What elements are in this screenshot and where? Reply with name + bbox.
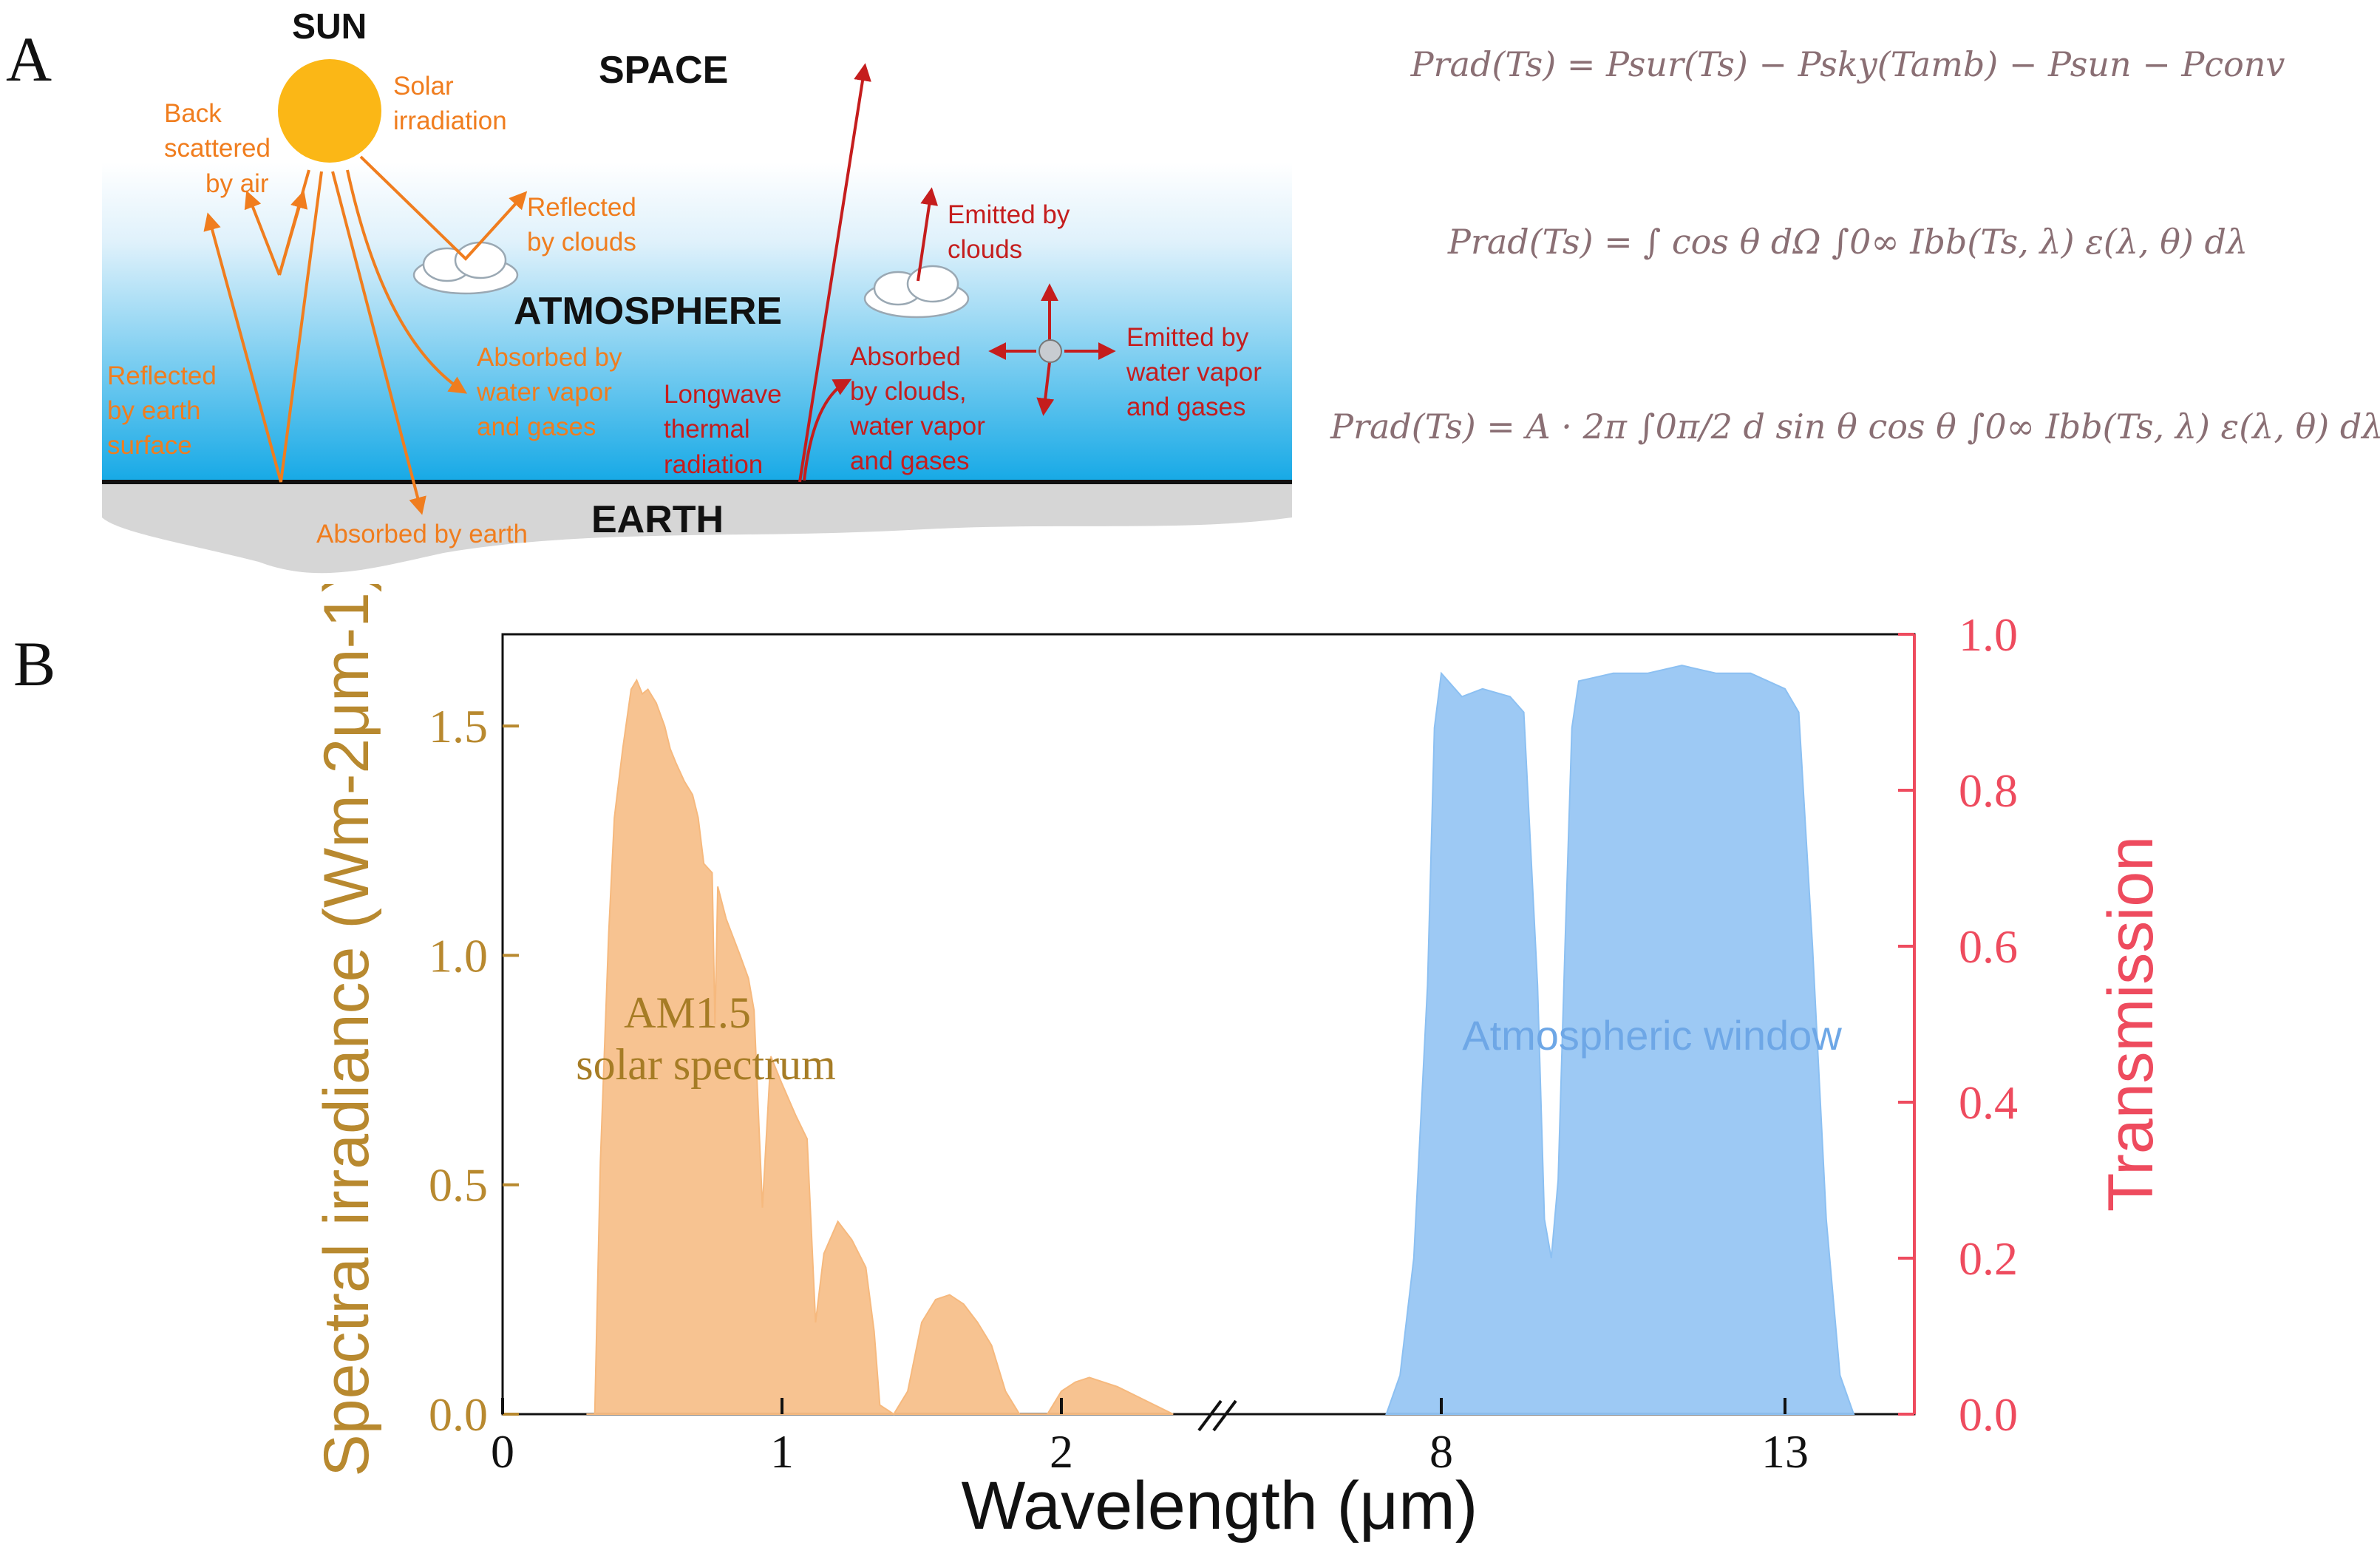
absorbed-water-label: Absorbed by water vapor and gases	[476, 343, 629, 441]
annotation-atmospheric-window: Atmospheric window	[1462, 1012, 1842, 1059]
equation-1: Prad(Ts) = Psur(Ts) − Psky(Tamb) − Psun …	[1410, 44, 2285, 84]
solar-spectrum-area	[586, 678, 1174, 1416]
axis-break-marker	[1197, 1399, 1237, 1432]
gas-molecule-icon	[1038, 339, 1062, 363]
x-tick-label: 0	[491, 1425, 514, 1478]
absorbed-earth-label: Absorbed by earth	[316, 520, 528, 549]
reflected-clouds-label: Reflected by clouds	[527, 193, 644, 257]
energy-balance-diagram: SUN SPACE ATMOSPHERE EARTH Solar irradia…	[102, 7, 1292, 574]
y-tick-label-right: 0.8	[1959, 764, 2018, 817]
cloud-reflection-ray	[359, 155, 528, 261]
equations-block: Prad(Ts) = Psur(Ts) − Psky(Tamb) − Psun …	[1330, 22, 2380, 495]
x-tick-label: 13	[1761, 1425, 1809, 1478]
y-tick-label-left: 1.0	[429, 929, 488, 982]
cloud-icon	[863, 265, 970, 319]
earth-ground	[102, 482, 1292, 574]
space-label: SPACE	[599, 49, 728, 92]
emitted-clouds-label: Emitted by clouds	[948, 200, 1077, 264]
x-tick-label: 8	[1429, 1425, 1453, 1478]
x-tick-label: 1	[770, 1425, 794, 1478]
equation-2: Prad(Ts) = ∫ cos θ dΩ ∫0∞ Ibb(Ts, λ) ε(λ…	[1447, 222, 2248, 262]
y-tick-label-left: 1.5	[429, 700, 488, 753]
back-scatter-arrow	[278, 190, 308, 276]
back-scattered-label: Back scattered by air	[164, 99, 278, 198]
emission-arrow-down	[1036, 361, 1055, 416]
longwave-escape-arrow	[798, 63, 871, 483]
earth-reflection-ray	[203, 171, 323, 483]
y-tick-label-left: 0.0	[429, 1388, 488, 1441]
cloud-emission-arrow	[917, 187, 939, 282]
back-scatter-arrow	[244, 190, 281, 276]
longwave-label: Longwave thermal radiation	[664, 380, 789, 479]
y-axis-title-right: Transmission	[2095, 836, 2166, 1212]
y-tick-label-right: 0.0	[1959, 1388, 2018, 1441]
equation-3: Prad(Ts) = A · 2π ∫0π/2 d sin θ cos θ ∫0…	[1330, 407, 2380, 446]
sun-icon	[278, 59, 381, 163]
absorbed-clouds-label: Absorbed by clouds, water vapor and gase…	[849, 342, 993, 475]
reflected-earth-label: Reflected by earth surface	[107, 361, 224, 460]
y-tick-label-right: 0.6	[1959, 920, 2018, 973]
absorbed-gases-arrow	[346, 169, 468, 394]
earth-label: EARTH	[591, 498, 724, 541]
x-tick-label: 2	[1050, 1425, 1073, 1478]
atmospheric-window-area	[1385, 665, 1855, 1415]
y-tick-label-right: 0.2	[1959, 1232, 2018, 1285]
x-axis-title: Wavelength (μm)	[962, 1468, 1478, 1544]
absorbed-earth-arrow	[331, 171, 426, 515]
annotation-am15: AM1.5	[624, 988, 751, 1037]
cloud-icon	[412, 241, 519, 295]
spectrum-chart: 0.0 0.5 1.0 1.5 0.0 0.2 0.4 0.6 0.8 1.0 0 1 2 8 13 A…	[311, 584, 2166, 1544]
y-tick-label-right: 0.4	[1959, 1076, 2018, 1129]
absorbed-clouds-arrow	[803, 378, 852, 481]
y-tick-label-right: 1.0	[1959, 608, 2018, 661]
emitted-water-label: Emitted by water vapor and gases	[1126, 323, 1269, 421]
sun-label: SUN	[292, 7, 367, 47]
panel-b-label: B	[13, 628, 56, 699]
annotation-solar-spectrum: solar spectrum	[576, 1040, 836, 1089]
y-axis-title-left: Spectral irradiance (Wm-2μm-1)	[311, 584, 382, 1477]
atmosphere-label: ATMOSPHERE	[514, 290, 782, 333]
y-tick-label-left: 0.5	[429, 1159, 488, 1212]
solar-irradiation-label: Solar irradiation	[393, 72, 507, 135]
panel-a-label: A	[6, 24, 52, 95]
